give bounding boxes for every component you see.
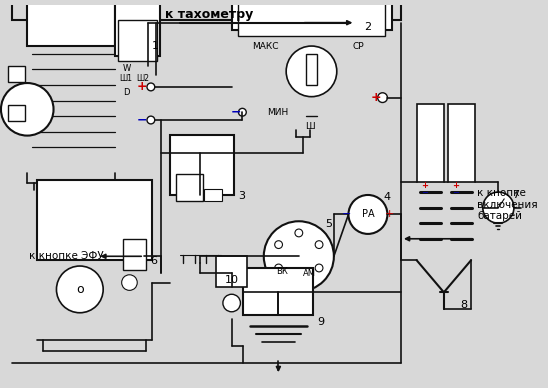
Text: 1: 1 xyxy=(152,41,159,51)
Bar xyxy=(176,173,203,201)
Text: ВК: ВК xyxy=(276,267,288,276)
Circle shape xyxy=(315,264,323,272)
Circle shape xyxy=(315,241,323,248)
Bar xyxy=(237,0,385,36)
Text: к тахометру: к тахометру xyxy=(165,9,253,21)
Text: АМ: АМ xyxy=(303,269,316,278)
Text: −: − xyxy=(421,189,428,197)
Circle shape xyxy=(483,192,514,223)
Bar xyxy=(416,104,444,182)
Circle shape xyxy=(147,116,155,124)
Circle shape xyxy=(295,229,302,237)
Circle shape xyxy=(349,195,387,234)
Circle shape xyxy=(275,264,282,272)
Bar xyxy=(8,66,25,82)
Circle shape xyxy=(147,83,155,91)
Text: W: W xyxy=(122,64,130,73)
Circle shape xyxy=(275,241,282,248)
Text: 3: 3 xyxy=(238,191,245,201)
Bar xyxy=(232,0,392,29)
Text: РА: РА xyxy=(362,210,374,220)
Text: МАКС: МАКС xyxy=(253,42,279,50)
Bar xyxy=(123,239,146,270)
Bar xyxy=(12,0,401,20)
Text: −: − xyxy=(342,210,351,220)
Bar xyxy=(27,0,115,46)
Text: Ш1: Ш1 xyxy=(119,74,132,83)
Text: −: − xyxy=(137,114,147,126)
Bar xyxy=(448,104,475,182)
Bar xyxy=(115,0,159,56)
Text: Ш: Ш xyxy=(305,122,315,131)
Text: +: + xyxy=(452,181,459,190)
Text: 4: 4 xyxy=(384,192,391,202)
Bar xyxy=(243,268,313,315)
Bar xyxy=(306,54,317,85)
Text: 10: 10 xyxy=(225,275,239,285)
Circle shape xyxy=(238,108,246,116)
Circle shape xyxy=(1,83,54,135)
Circle shape xyxy=(295,276,302,284)
Text: 6: 6 xyxy=(150,256,157,266)
Text: +: + xyxy=(137,80,147,94)
Circle shape xyxy=(56,266,103,313)
Text: 5: 5 xyxy=(326,219,333,229)
Text: Ш2: Ш2 xyxy=(136,74,150,83)
Text: o: o xyxy=(76,283,84,296)
Bar xyxy=(170,135,233,195)
Text: 2: 2 xyxy=(364,22,372,31)
Text: 9: 9 xyxy=(318,317,325,327)
Text: +: + xyxy=(370,91,381,104)
Circle shape xyxy=(286,46,337,97)
Text: МИН: МИН xyxy=(267,108,288,117)
Circle shape xyxy=(378,93,387,102)
Text: 8: 8 xyxy=(460,300,467,310)
Text: D: D xyxy=(123,88,130,97)
Circle shape xyxy=(122,275,137,290)
Text: СР: СР xyxy=(352,42,364,50)
Bar xyxy=(37,180,152,260)
Text: 7: 7 xyxy=(512,190,520,200)
Bar xyxy=(118,20,157,61)
Bar xyxy=(216,256,247,288)
Text: +: + xyxy=(421,181,428,190)
Bar xyxy=(8,106,25,121)
Circle shape xyxy=(264,221,334,291)
Text: −: − xyxy=(230,106,241,119)
Bar xyxy=(204,189,222,201)
Text: −: − xyxy=(452,189,459,197)
Text: к кнопке ЭФУ: к кнопке ЭФУ xyxy=(29,251,104,261)
Text: +: + xyxy=(385,210,394,220)
Circle shape xyxy=(223,294,241,312)
Text: к кнопке
включения
батарей: к кнопке включения батарей xyxy=(477,188,538,221)
